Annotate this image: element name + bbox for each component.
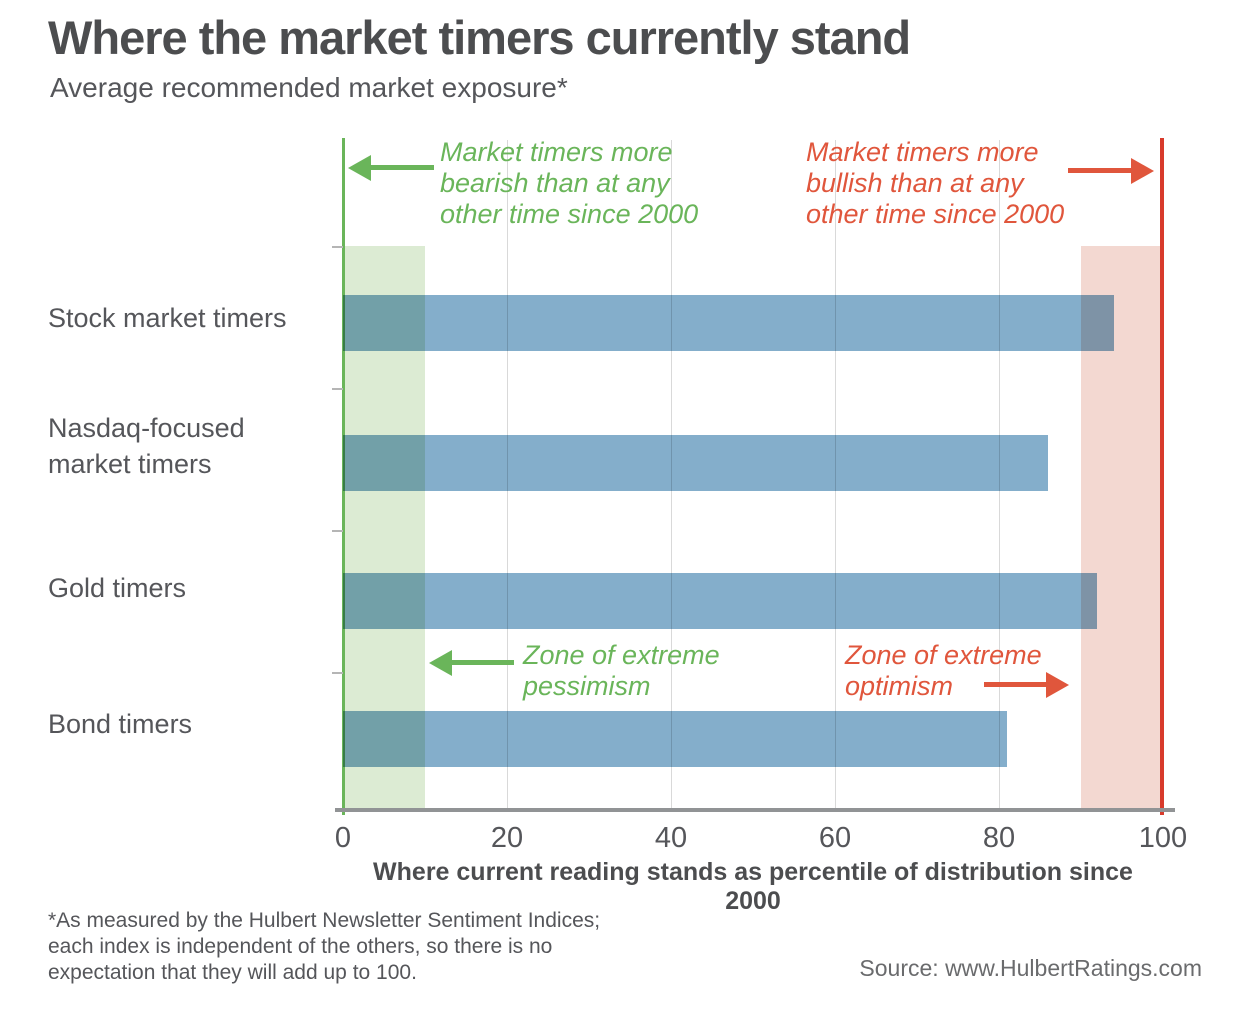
source-credit: Source: www.HulbertRatings.com — [859, 955, 1202, 981]
category-label-nasdaq-focused-market-timers: Nasdaq-focused market timers — [48, 413, 245, 479]
y-axis-tick — [332, 246, 343, 248]
x-tick-label-60: 60 — [818, 822, 852, 854]
y-axis-tick — [332, 672, 343, 674]
pessimism-zone-annotation-text: Zone of extreme pessimism — [523, 640, 720, 701]
arrow-shaft — [984, 682, 1048, 687]
x-tick-row: 0 20 40 60 80 100 — [335, 822, 1187, 856]
bar-gold-timers — [343, 573, 1098, 629]
x-tick-label-20: 20 — [490, 822, 524, 854]
x-axis-line — [335, 808, 1175, 812]
plot-area — [332, 138, 1164, 815]
x-axis-title: Where current reading stands as percenti… — [373, 858, 1133, 915]
x-tick-label-100: 100 — [1138, 822, 1188, 854]
category-label-gold-timers: Gold timers — [48, 573, 187, 603]
arrow-shaft — [450, 660, 514, 665]
optimism-zone-annotation-text: Zone of extreme optimism — [845, 640, 1042, 701]
x-tick-label-80: 80 — [982, 822, 1016, 854]
arrow-shaft — [369, 165, 434, 170]
bar-bond-timers — [343, 711, 1008, 767]
bar-stock-market-timers — [343, 295, 1114, 351]
bearish-annotation-text: Market timers more bearish than at any o… — [440, 137, 699, 229]
arrow-head — [429, 650, 452, 676]
chart-subtitle: Average recommended market exposure* — [50, 72, 568, 103]
x-tick-label-0: 0 — [334, 822, 352, 854]
category-label-stock-market-timers: Stock market timers — [48, 303, 287, 333]
bullish-annotation-text: Market timers more bullish than at any o… — [806, 137, 1065, 229]
arrow-head — [1046, 672, 1069, 698]
category-label-bond-timers: Bond timers — [48, 709, 193, 739]
max-reference-line — [1160, 138, 1164, 815]
x-tick-label-40: 40 — [654, 822, 688, 854]
arrow-shaft — [1068, 168, 1133, 173]
y-axis-tick — [332, 530, 343, 532]
footnote: *As measured by the Hulbert Newsletter S… — [48, 909, 601, 984]
arrow-head — [1131, 158, 1154, 184]
bar-nasdaq-focused-market-timers — [343, 435, 1049, 491]
y-axis-tick — [332, 388, 343, 390]
arrow-head — [348, 155, 371, 181]
chart-title: Where the market timers currently stand — [48, 11, 911, 64]
